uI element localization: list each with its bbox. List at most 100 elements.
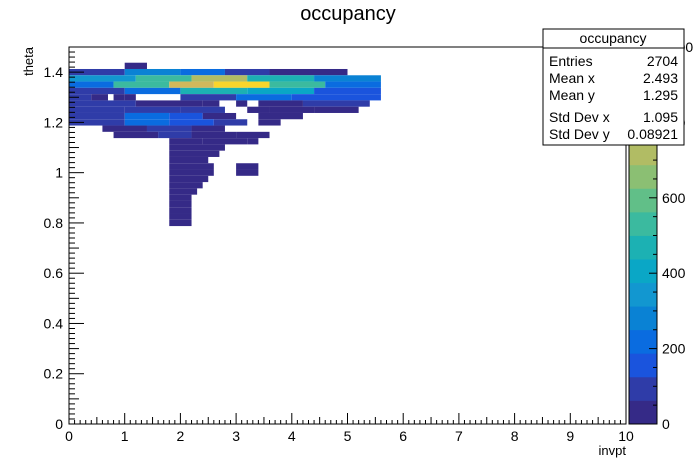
heatmap-cell xyxy=(191,131,237,139)
stat-label-mean-x: Mean x xyxy=(549,70,595,86)
heatmap-cell xyxy=(69,87,125,95)
heatmap-cell xyxy=(202,138,248,145)
heatmap-cell xyxy=(69,68,125,76)
stat-value-std-y: 0.08921 xyxy=(627,126,678,142)
x-tick-label: 7 xyxy=(455,428,463,444)
stat-value-entries: 2704 xyxy=(647,53,678,69)
heatmap-cell xyxy=(169,163,214,170)
heatmap-cell xyxy=(169,194,192,201)
x-tick-label: 0 xyxy=(65,428,73,444)
heatmap-cell xyxy=(146,125,192,132)
heatmap-cell xyxy=(124,94,136,101)
heatmap-cell xyxy=(236,131,270,139)
color-scale-segment xyxy=(629,235,657,260)
color-scale-segment xyxy=(629,306,657,331)
stat-label-mean-y: Mean y xyxy=(549,87,595,103)
heatmap-cell xyxy=(169,188,198,195)
heatmap-cell xyxy=(224,68,270,76)
heatmap-cell xyxy=(202,112,237,120)
heatmap-cell xyxy=(135,100,203,107)
color-scale-label: 200 xyxy=(662,341,686,357)
heatmap-cell xyxy=(247,75,315,82)
x-tick-label: 3 xyxy=(232,428,240,444)
heatmap-cell xyxy=(236,169,259,176)
color-scale-label: 400 xyxy=(662,265,686,281)
heatmap-cell xyxy=(314,75,381,82)
x-axis-label: invpt xyxy=(599,443,627,458)
heatmap-cell xyxy=(169,169,214,176)
x-tick-label: 2 xyxy=(177,428,185,444)
heatmap-cell xyxy=(69,112,125,120)
heatmap-cell xyxy=(169,175,209,183)
heatmap-cell xyxy=(124,106,181,113)
stats-box-title: occupancy xyxy=(580,30,647,46)
y-tick-label: 1.2 xyxy=(44,114,64,130)
heatmap-cell xyxy=(169,138,203,145)
y-tick-label: 1.4 xyxy=(44,64,64,80)
y-tick-label: 0.6 xyxy=(44,265,64,281)
heatmap-cell xyxy=(325,81,381,88)
y-tick-label: 0 xyxy=(55,416,63,432)
stat-label-entries: Entries xyxy=(549,53,593,69)
heatmap-cell xyxy=(236,94,292,101)
heatmap-cell xyxy=(158,131,192,139)
heatmap-cell xyxy=(247,138,259,145)
heatmap-cell xyxy=(169,207,192,214)
heatmap-cell xyxy=(247,87,315,95)
x-tick-label: 6 xyxy=(399,428,407,444)
heatmap-cell xyxy=(69,94,92,101)
y-tick-label: 0.8 xyxy=(44,215,64,231)
heatmap-cell xyxy=(236,163,259,170)
y-axis-label: theta xyxy=(21,46,36,76)
stat-value-std-x: 1.095 xyxy=(643,109,678,125)
heatmap-cell xyxy=(102,125,147,132)
y-tick-label: 1 xyxy=(55,165,63,181)
heatmap-cell xyxy=(169,81,214,88)
stats-box: occupancy Entries 2704 Mean x 2.493 Mean… xyxy=(542,28,685,146)
heatmap-cell xyxy=(69,100,136,107)
color-scale-segment xyxy=(629,329,657,354)
x-tick-label: 10 xyxy=(618,428,634,444)
color-scale-label: 600 xyxy=(662,190,686,206)
color-scale-segment xyxy=(629,188,657,213)
chart-title: occupancy xyxy=(300,3,396,25)
stat-value-mean-y: 1.295 xyxy=(643,87,678,103)
heatmap-cell xyxy=(314,106,359,113)
heatmap-cell xyxy=(124,87,181,95)
color-scale-segment xyxy=(629,353,657,378)
heatmap-cell xyxy=(236,100,248,107)
heatmap-cell xyxy=(291,94,381,101)
heatmap-cell xyxy=(202,100,220,107)
x-tick-label: 9 xyxy=(566,428,574,444)
heatmap-cell xyxy=(69,119,125,126)
heatmap-cell xyxy=(258,119,281,126)
heatmap-cell xyxy=(169,200,192,208)
color-scale-segment xyxy=(629,400,657,425)
heatmap-cell xyxy=(69,81,114,88)
heatmap-cell xyxy=(124,119,170,126)
heatmap-cell xyxy=(69,75,136,82)
heatmap-cell xyxy=(180,106,225,113)
heatmap-cell xyxy=(269,68,348,76)
heatmap-cell xyxy=(169,144,225,151)
heatmap-cell xyxy=(69,106,125,113)
heatmap-cell xyxy=(258,112,303,120)
heatmap-cell xyxy=(169,213,192,220)
heatmap-cell xyxy=(213,81,270,88)
heatmap-cell xyxy=(169,150,220,157)
heatmap-cell xyxy=(169,156,209,164)
heatmap-cell xyxy=(191,75,248,82)
heatmap-cell xyxy=(169,112,203,120)
heatmap-cell xyxy=(113,94,125,101)
heatmap-cell xyxy=(124,68,181,76)
heatmap-cell xyxy=(269,106,315,113)
x-axis: 0 1 2 3 4 5 6 7 8 9 10 xyxy=(65,413,634,444)
heatmap-cell xyxy=(314,87,381,95)
heatmap-cell xyxy=(124,62,147,69)
heatmap-cell xyxy=(113,81,170,88)
heatmap-cells xyxy=(69,62,381,227)
color-scale-label: 0 xyxy=(662,416,670,432)
heatmap-cell xyxy=(91,94,108,101)
x-tick-label: 1 xyxy=(121,428,129,444)
